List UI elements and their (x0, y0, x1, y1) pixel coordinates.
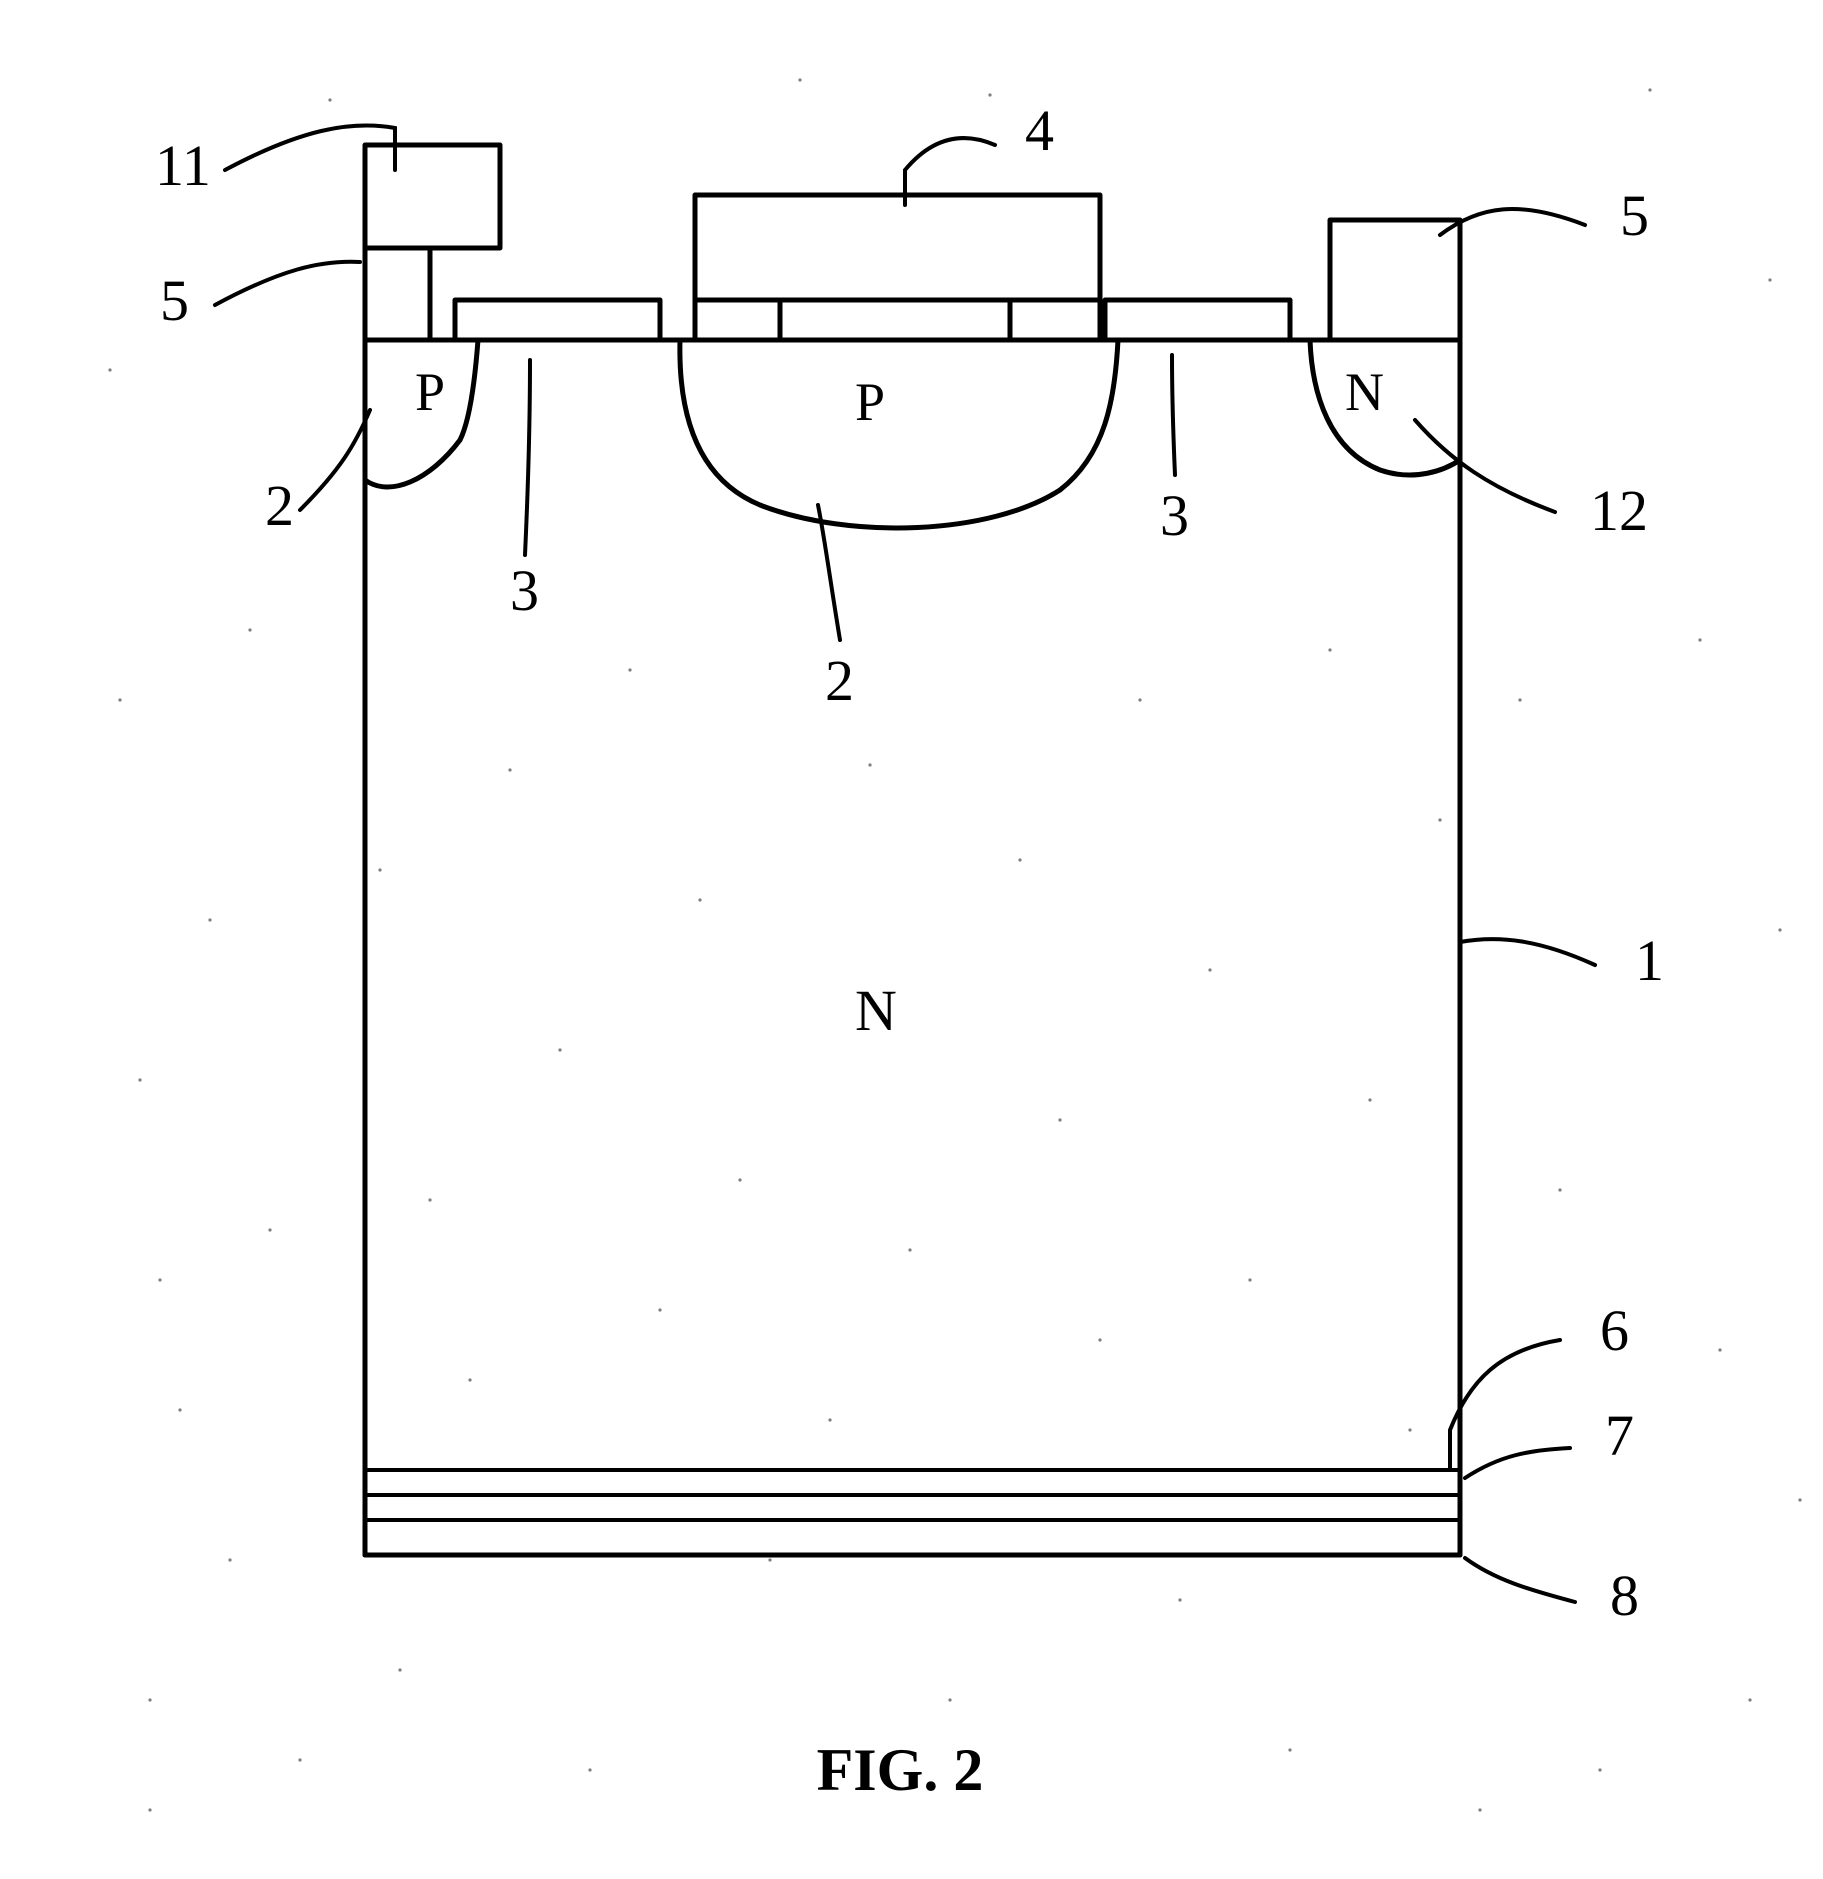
noise-dot (628, 668, 631, 671)
noise-dot (178, 1408, 181, 1411)
noise-dot (768, 1558, 771, 1561)
noise-dot (1778, 928, 1781, 931)
noise-dot (1698, 638, 1701, 641)
noise-dot (158, 1278, 161, 1281)
label-l11: 11 (155, 133, 211, 198)
noise-dot (398, 1668, 401, 1671)
noise-dot (1558, 1188, 1561, 1191)
noise-dot (868, 763, 871, 766)
noise-dot (1518, 698, 1521, 701)
noise-dot (248, 628, 251, 631)
noise-dot (1718, 1348, 1721, 1351)
noise-dot (508, 768, 511, 771)
noise-dot (148, 1698, 151, 1701)
label-l1: 1 (1635, 928, 1664, 993)
noise-dot (428, 1198, 431, 1201)
noise-dot (1058, 1118, 1061, 1121)
label-l5L: 5 (160, 268, 189, 333)
noise-dot (1288, 1748, 1291, 1751)
noise-dot (698, 898, 701, 901)
label-l8: 8 (1610, 1563, 1639, 1628)
noise-dot (228, 1558, 231, 1561)
noise-dot (1208, 968, 1211, 971)
noise-dot (948, 1698, 951, 1701)
noise-dot (1478, 1808, 1481, 1811)
noise-dot (378, 868, 381, 871)
noise-dot (138, 1078, 141, 1081)
label-l3R: 3 (1160, 483, 1189, 548)
noise-dot (468, 1378, 471, 1381)
figure-caption: FIG. 2 (817, 1737, 984, 1803)
noise-dot (1598, 1768, 1601, 1771)
label-lP2: P (855, 372, 885, 432)
label-lN2: N (855, 978, 897, 1043)
noise-dot (1648, 88, 1651, 91)
label-l2L: 2 (265, 473, 294, 538)
noise-dot (558, 1048, 561, 1051)
noise-dot (1408, 1428, 1411, 1431)
noise-dot (108, 368, 111, 371)
label-l7: 7 (1605, 1403, 1634, 1468)
label-l4: 4 (1025, 98, 1054, 163)
noise-dot (298, 1758, 301, 1761)
label-l6: 6 (1600, 1298, 1629, 1363)
noise-dot (798, 78, 801, 81)
noise-dot (1018, 858, 1021, 861)
noise-dot (1438, 818, 1441, 821)
noise-dot (1328, 648, 1331, 651)
noise-dot (148, 1808, 151, 1811)
label-l3L: 3 (510, 558, 539, 623)
noise-dot (1098, 1338, 1101, 1341)
noise-dot (118, 698, 121, 701)
noise-dot (1178, 1598, 1181, 1601)
noise-dot (658, 1308, 661, 1311)
label-l12: 12 (1590, 478, 1648, 543)
noise-dot (1368, 1098, 1371, 1101)
label-lN1: N (1345, 362, 1384, 422)
figure-background (0, 0, 1823, 1879)
noise-dot (268, 1228, 271, 1231)
noise-dot (988, 93, 991, 96)
noise-dot (828, 1418, 831, 1421)
noise-dot (738, 1178, 741, 1181)
noise-dot (208, 918, 211, 921)
label-l5R: 5 (1620, 183, 1649, 248)
label-lP1: P (415, 362, 445, 422)
noise-dot (908, 1248, 911, 1251)
noise-dot (588, 1768, 591, 1771)
noise-dot (1798, 1498, 1801, 1501)
noise-dot (1138, 698, 1141, 701)
noise-dot (328, 98, 331, 101)
noise-dot (1768, 278, 1771, 281)
label-l2C: 2 (825, 648, 854, 713)
noise-dot (1248, 1278, 1251, 1281)
noise-dot (1748, 1698, 1751, 1701)
